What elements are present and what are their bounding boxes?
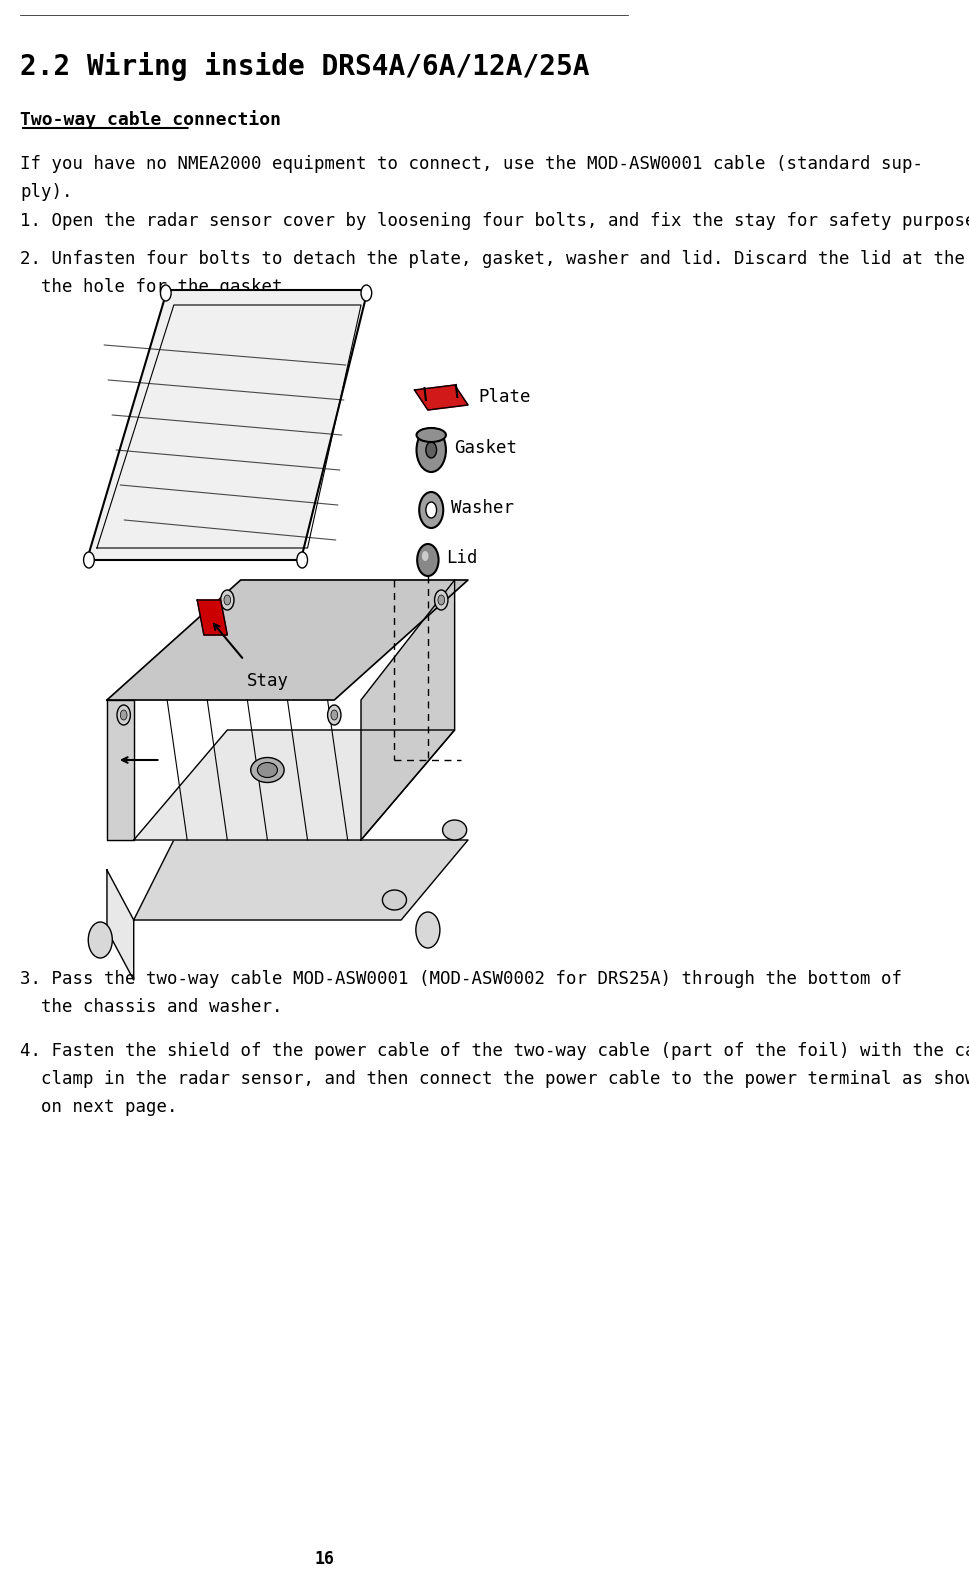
Circle shape	[88, 922, 112, 958]
Circle shape	[220, 590, 234, 610]
Circle shape	[425, 443, 436, 458]
Polygon shape	[87, 289, 367, 560]
Text: Two-way cable connection: Two-way cable connection	[20, 111, 281, 130]
Circle shape	[416, 428, 446, 473]
Circle shape	[224, 594, 231, 606]
Text: If you have no NMEA2000 equipment to connect, use the MOD-ASW0001 cable (standar: If you have no NMEA2000 equipment to con…	[20, 155, 922, 172]
Text: 4. Fasten the shield of the power cable of the two-way cable (part of the foil) : 4. Fasten the shield of the power cable …	[20, 1042, 969, 1059]
Text: the hole for the gasket.: the hole for the gasket.	[20, 278, 293, 296]
Text: the chassis and washer.: the chassis and washer.	[20, 998, 282, 1017]
Circle shape	[416, 912, 440, 949]
Polygon shape	[107, 700, 134, 840]
Circle shape	[120, 710, 127, 719]
Text: 2. Unfasten four bolts to detach the plate, gasket, washer and lid. Discard the : 2. Unfasten four bolts to detach the pla…	[20, 250, 969, 269]
Text: on next page.: on next page.	[20, 1097, 177, 1116]
Text: ply).: ply).	[20, 183, 73, 201]
Polygon shape	[414, 386, 467, 409]
Text: 1. Open the radar sensor cover by loosening four bolts, and fix the stay for saf: 1. Open the radar sensor cover by loosen…	[20, 212, 969, 229]
Polygon shape	[134, 730, 454, 840]
Circle shape	[417, 544, 438, 575]
Circle shape	[434, 590, 448, 610]
Polygon shape	[197, 601, 227, 636]
Ellipse shape	[250, 757, 284, 783]
Polygon shape	[107, 870, 134, 980]
Circle shape	[83, 552, 94, 568]
Text: Washer: Washer	[451, 500, 514, 517]
Circle shape	[297, 552, 307, 568]
Circle shape	[330, 710, 337, 719]
Text: 16: 16	[314, 1549, 334, 1568]
Text: clamp in the radar sensor, and then connect the power cable to the power termina: clamp in the radar sensor, and then conn…	[20, 1070, 969, 1088]
Ellipse shape	[442, 821, 466, 840]
Circle shape	[328, 705, 341, 726]
Ellipse shape	[257, 762, 277, 778]
Circle shape	[360, 285, 371, 300]
Polygon shape	[134, 840, 467, 920]
Text: 3. Pass the two-way cable MOD-ASW0001 (MOD-ASW0002 for DRS25A) through the botto: 3. Pass the two-way cable MOD-ASW0001 (M…	[20, 971, 901, 988]
Circle shape	[437, 594, 444, 606]
Text: Stay: Stay	[247, 672, 289, 689]
Ellipse shape	[382, 890, 406, 911]
Ellipse shape	[416, 428, 446, 443]
Circle shape	[422, 552, 428, 561]
Circle shape	[160, 285, 171, 300]
Circle shape	[425, 503, 436, 519]
Circle shape	[419, 492, 443, 528]
Text: Plate: Plate	[478, 387, 530, 406]
Text: Gasket: Gasket	[454, 440, 517, 457]
Circle shape	[117, 705, 130, 726]
Polygon shape	[107, 580, 467, 700]
Text: 2.2 Wiring inside DRS4A/6A/12A/25A: 2.2 Wiring inside DRS4A/6A/12A/25A	[20, 52, 589, 81]
Text: Lid: Lid	[446, 549, 478, 568]
Polygon shape	[360, 580, 454, 840]
